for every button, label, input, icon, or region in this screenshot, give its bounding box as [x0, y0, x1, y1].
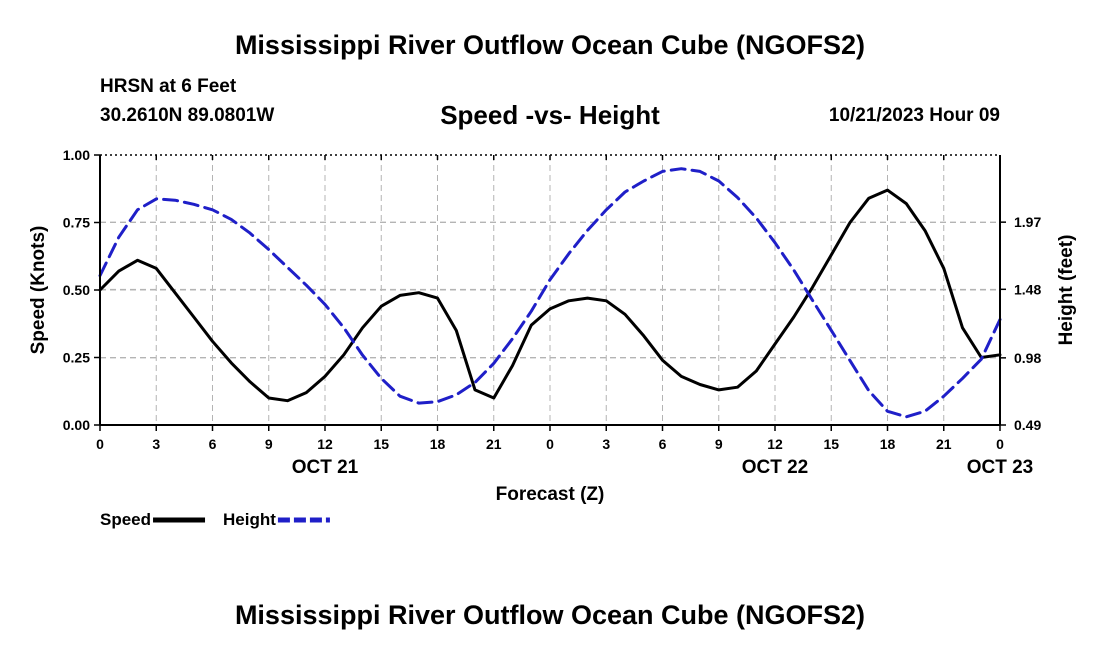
- x-day-label: OCT 22: [742, 457, 809, 478]
- series-line-speed: [98, 188, 1002, 403]
- x-tick-label: 18: [430, 436, 446, 452]
- x-tick-label: 0: [96, 436, 104, 452]
- x-day-label: OCT 23: [967, 457, 1034, 478]
- y2-tick-label: 0.49: [1014, 417, 1041, 433]
- y2-axis-label: Height (feet): [1056, 235, 1077, 346]
- coordinates-label: 30.2610N 89.0801W: [100, 105, 275, 126]
- main-title: Mississippi River Outflow Ocean Cube (NG…: [234, 30, 866, 60]
- station-label: HRSN at 6 Feet: [100, 76, 237, 97]
- x-tick-label: 12: [767, 436, 783, 452]
- legend-label-height: Height: [223, 510, 276, 529]
- x-tick-label: 18: [880, 436, 896, 452]
- datetime-label: 10/21/2023 Hour 09: [828, 105, 1000, 126]
- x-tick-label: 21: [936, 436, 952, 452]
- y-tick-label: 0.00: [63, 417, 90, 433]
- x-tick-label: 21: [486, 436, 502, 452]
- y2-tick-label: 1.48: [1014, 281, 1041, 297]
- y2-tick-label: 0.98: [1014, 350, 1041, 366]
- chart-title: Speed -vs- Height: [440, 100, 660, 130]
- y-axis-label: Speed (Knots): [28, 226, 49, 355]
- x-tick-label: 3: [602, 436, 610, 452]
- y-tick-label: 0.75: [63, 215, 90, 231]
- legend-label-speed: Speed: [100, 510, 151, 529]
- x-tick-label: 0: [546, 436, 554, 452]
- x-tick-label: 12: [317, 436, 333, 452]
- y-tick-label: 1.00: [63, 147, 90, 163]
- footer-title: Mississippi River Outflow Ocean Cube (NG…: [234, 600, 866, 630]
- x-tick-label: 0: [996, 436, 1004, 452]
- y-tick-label: 0.25: [63, 350, 90, 366]
- series-line-height: [98, 167, 1002, 419]
- x-axis-label: Forecast (Z): [496, 484, 605, 505]
- x-tick-label: 6: [209, 436, 217, 452]
- x-tick-label: 9: [265, 436, 273, 452]
- x-tick-label: 3: [152, 436, 160, 452]
- x-day-label: OCT 21: [292, 457, 359, 478]
- x-tick-label: 15: [823, 436, 839, 452]
- y2-tick-label: 1.97: [1014, 214, 1041, 230]
- x-tick-label: 9: [715, 436, 723, 452]
- y-tick-label: 0.50: [63, 282, 90, 298]
- x-tick-label: 6: [659, 436, 667, 452]
- x-tick-label: 15: [373, 436, 389, 452]
